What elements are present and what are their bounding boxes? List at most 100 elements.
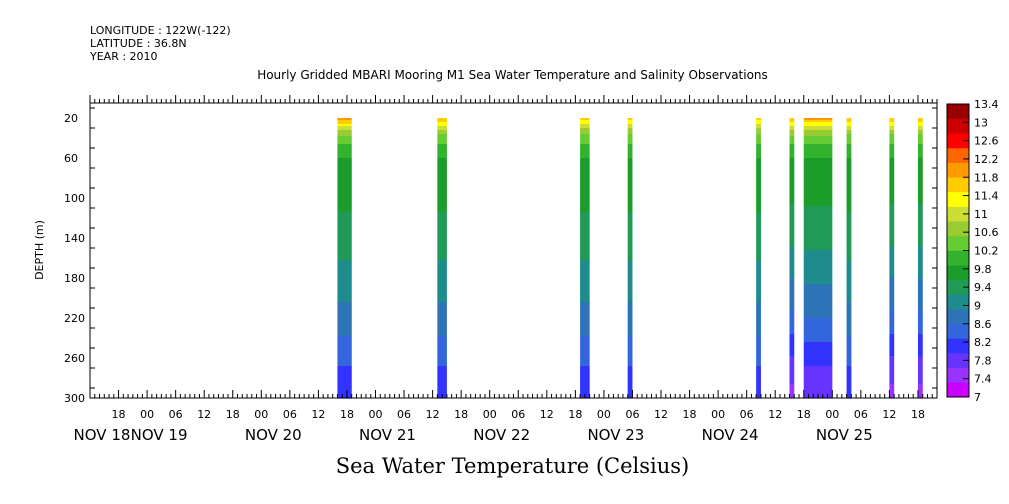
- data-cell: [889, 270, 895, 273]
- data-cell: [337, 352, 352, 355]
- data-cell: [756, 132, 761, 135]
- data-cell: [437, 248, 447, 251]
- data-cell: [917, 178, 923, 181]
- data-cell: [627, 308, 633, 311]
- data-cell: [756, 180, 761, 183]
- data-cell: [437, 182, 447, 185]
- data-cell: [756, 322, 761, 325]
- data-cell: [889, 354, 895, 357]
- data-cell: [437, 202, 447, 205]
- data-cell: [580, 268, 590, 271]
- data-cell: [789, 266, 795, 269]
- data-cell: [846, 362, 852, 365]
- x-hour-label: 00: [825, 408, 839, 421]
- data-cell: [889, 386, 895, 389]
- data-cell: [756, 144, 761, 147]
- data-cell: [627, 238, 633, 241]
- data-cell: [846, 140, 852, 143]
- data-cell: [756, 162, 761, 165]
- data-cell: [437, 282, 447, 285]
- data-cell: [889, 214, 895, 217]
- data-cell: [756, 362, 761, 365]
- data-cell: [917, 338, 923, 341]
- data-cell: [846, 182, 852, 185]
- data-cell: [627, 140, 633, 143]
- data-cell: [756, 154, 761, 157]
- data-cell: [789, 174, 795, 177]
- data-cell: [580, 380, 590, 383]
- data-cell: [627, 224, 633, 227]
- data-cell: [580, 306, 590, 309]
- data-cell: [627, 368, 633, 371]
- data-cell: [627, 248, 633, 251]
- data-cell: [803, 140, 833, 143]
- data-cell: [580, 328, 590, 331]
- data-cell: [580, 166, 590, 169]
- data-cell: [803, 154, 833, 157]
- data-cell: [580, 364, 590, 367]
- data-cell: [627, 244, 633, 247]
- data-cell: [889, 136, 895, 139]
- data-cell: [846, 348, 852, 351]
- data-cell: [846, 342, 852, 345]
- colorbar-label: 9: [974, 299, 981, 312]
- data-cell: [917, 306, 923, 309]
- data-cell: [437, 236, 447, 239]
- data-cell: [437, 340, 447, 343]
- data-cell: [337, 286, 352, 289]
- data-cell: [756, 254, 761, 257]
- data-cell: [437, 122, 447, 125]
- data-cell: [789, 150, 795, 153]
- data-cell: [580, 126, 590, 129]
- data-cell: [337, 308, 352, 311]
- data-cell: [789, 122, 795, 125]
- data-cell: [627, 260, 633, 263]
- data-cell: [889, 274, 895, 277]
- data-cell: [803, 150, 833, 153]
- data-cell: [627, 356, 633, 359]
- data-cell: [846, 130, 852, 133]
- data-cell: [580, 282, 590, 285]
- data-cell: [337, 360, 352, 363]
- data-cell: [627, 258, 633, 261]
- data-cell: [756, 128, 761, 131]
- data-cell: [337, 132, 352, 135]
- colorbar-swatch: [947, 133, 969, 149]
- data-cell: [789, 360, 795, 363]
- data-cell: [580, 176, 590, 179]
- data-cell: [917, 194, 923, 197]
- data-cell: [337, 248, 352, 251]
- data-cell: [889, 154, 895, 157]
- data-cell: [789, 120, 795, 123]
- data-cell: [627, 250, 633, 253]
- data-cell: [889, 368, 895, 371]
- data-cell: [580, 360, 590, 363]
- data-cell: [337, 298, 352, 301]
- data-cell: [337, 356, 352, 359]
- data-cell: [337, 300, 352, 303]
- data-cell: [337, 314, 352, 317]
- data-cell: [803, 214, 833, 217]
- data-cell: [756, 390, 761, 393]
- data-cell: [580, 368, 590, 371]
- data-cell: [580, 132, 590, 135]
- data-cell: [337, 240, 352, 243]
- data-cell: [580, 228, 590, 231]
- data-cell: [803, 142, 833, 145]
- data-cell: [889, 326, 895, 329]
- data-cell: [917, 152, 923, 155]
- data-cell: [337, 312, 352, 315]
- data-cell: [627, 380, 633, 383]
- data-cell: [917, 336, 923, 339]
- data-cell: [627, 278, 633, 281]
- data-cell: [337, 170, 352, 173]
- data-cell: [627, 242, 633, 245]
- data-cell: [789, 132, 795, 135]
- data-cell: [803, 282, 833, 285]
- data-cell: [803, 320, 833, 323]
- data-cell: [337, 276, 352, 279]
- data-cell: [580, 304, 590, 307]
- data-cell: [789, 324, 795, 327]
- data-cell: [917, 218, 923, 221]
- colorbar-swatch: [947, 162, 969, 178]
